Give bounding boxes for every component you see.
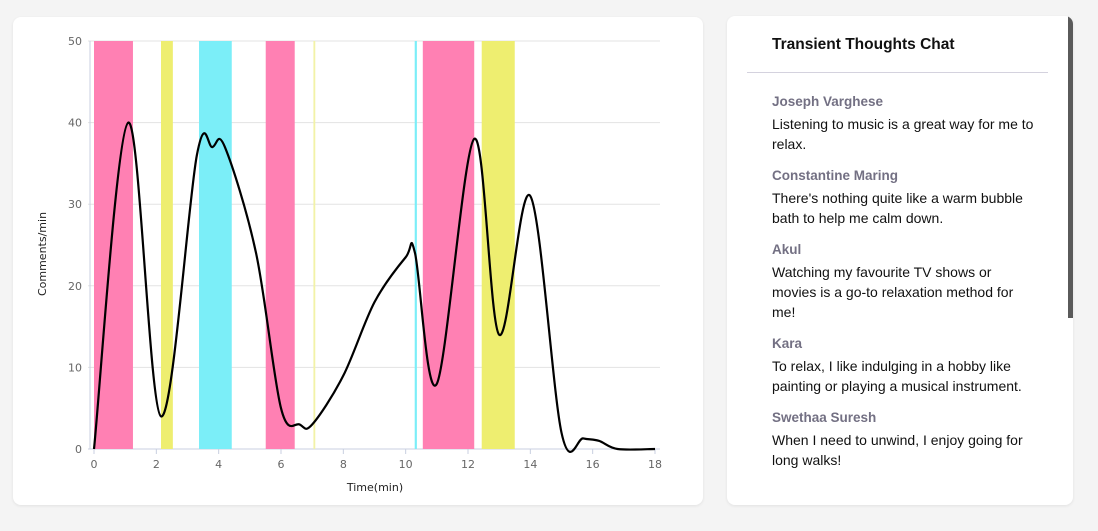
chat-message: Joseph Varghese Listening to music is a g… bbox=[772, 94, 1037, 154]
chat-message: Swethaa Suresh When I need to unwind, I e… bbox=[772, 410, 1037, 470]
x-tick-label: 6 bbox=[278, 458, 285, 471]
message-author: Joseph Varghese bbox=[772, 94, 884, 109]
highlight-band bbox=[414, 41, 417, 449]
y-tick-label: 20 bbox=[68, 280, 82, 293]
chat-message: Constantine Maring There's nothing quite … bbox=[772, 168, 1037, 228]
message-text: There's nothing quite like a warm bubble… bbox=[772, 190, 1023, 226]
x-tick-label: 8 bbox=[340, 458, 347, 471]
chart-card: 0 10 20 30 40 50 0 2 4 6 8 10 12 14 16 18 Time(min) Com… bbox=[13, 17, 703, 505]
highlight-band bbox=[313, 41, 316, 449]
y-tick-label: 10 bbox=[68, 361, 82, 374]
y-axis-label: Comments/min bbox=[36, 212, 49, 296]
x-tick-label: 18 bbox=[648, 458, 662, 471]
message-author: Kara bbox=[772, 336, 803, 351]
y-tick-label: 40 bbox=[68, 117, 82, 130]
message-text: When I need to unwind, I enjoy going for… bbox=[772, 432, 1023, 468]
message-text: Watching my favourite TV shows or movies… bbox=[772, 264, 1014, 320]
highlight-band bbox=[481, 41, 515, 449]
chat-message: Akul Watching my favourite TV shows or mo… bbox=[772, 242, 1037, 322]
highlight-band bbox=[265, 41, 295, 449]
x-tick-label: 12 bbox=[461, 458, 475, 471]
y-tick-label: 30 bbox=[68, 198, 82, 211]
message-author: Swethaa Suresh bbox=[772, 410, 877, 425]
highlight-band bbox=[422, 41, 475, 449]
x-tick-label: 16 bbox=[586, 458, 600, 471]
x-tick-label: 2 bbox=[153, 458, 160, 471]
comments-chart: 0 10 20 30 40 50 0 2 4 6 8 10 12 14 16 18 Time(min) Com… bbox=[36, 35, 662, 494]
chat-title: Transient Thoughts Chat bbox=[772, 36, 955, 53]
x-tick-label: 4 bbox=[215, 458, 222, 471]
message-author: Akul bbox=[772, 242, 802, 257]
highlight-band bbox=[161, 41, 173, 449]
x-tick-label: 10 bbox=[399, 458, 413, 471]
y-tick-label: 0 bbox=[75, 443, 82, 456]
divider bbox=[747, 72, 1048, 73]
x-tick-label: 0 bbox=[91, 458, 98, 471]
message-author: Constantine Maring bbox=[772, 168, 899, 183]
highlight-band bbox=[199, 41, 232, 449]
chat-panel: Transient Thoughts Chat Joseph Varghese L… bbox=[727, 16, 1073, 505]
scrollbar[interactable] bbox=[1068, 16, 1073, 318]
message-text: To relax, I like indulging in a hobby li… bbox=[772, 358, 1022, 394]
series-line bbox=[92, 121, 656, 453]
y-tick-label: 50 bbox=[68, 35, 82, 48]
x-tick-label: 14 bbox=[523, 458, 537, 471]
message-text: Listening to music is a great way for me… bbox=[772, 116, 1034, 152]
x-axis-label: Time(min) bbox=[346, 481, 403, 494]
message-list: Joseph Varghese Listening to music is a g… bbox=[772, 94, 1037, 484]
chat-message: Kara To relax, I like indulging in a hobb… bbox=[772, 336, 1037, 396]
